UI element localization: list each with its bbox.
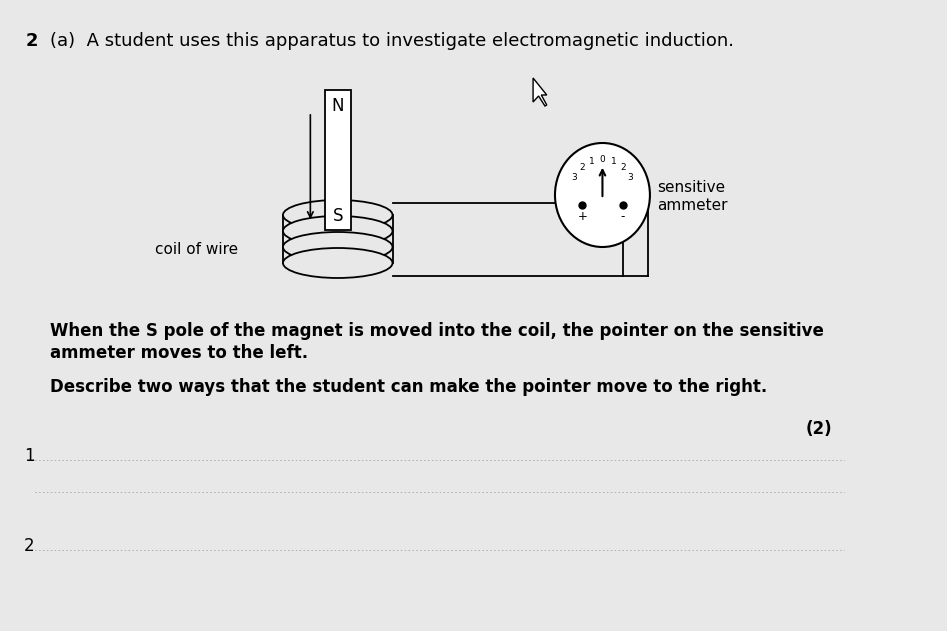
Text: (2): (2)	[806, 420, 832, 438]
Text: 0: 0	[599, 155, 605, 164]
Text: 2: 2	[24, 537, 34, 555]
Text: sensitive: sensitive	[657, 179, 725, 194]
Text: S: S	[332, 207, 343, 225]
Text: (a)  A student uses this apparatus to investigate electromagnetic induction.: (a) A student uses this apparatus to inv…	[50, 32, 734, 50]
Text: Describe two ways that the student can make the pointer move to the right.: Describe two ways that the student can m…	[50, 378, 767, 396]
Text: 1: 1	[588, 157, 595, 167]
Text: 1: 1	[24, 447, 34, 465]
Ellipse shape	[283, 232, 392, 262]
Text: ammeter moves to the left.: ammeter moves to the left.	[50, 344, 309, 362]
Circle shape	[555, 143, 650, 247]
Ellipse shape	[283, 248, 392, 278]
Text: ammeter: ammeter	[657, 198, 727, 213]
Text: +: +	[578, 211, 587, 223]
Text: 2: 2	[26, 32, 38, 50]
Text: coil of wire: coil of wire	[155, 242, 239, 257]
Polygon shape	[533, 78, 546, 106]
Text: 1: 1	[611, 157, 616, 167]
Ellipse shape	[283, 216, 392, 246]
Ellipse shape	[283, 200, 392, 230]
Text: When the S pole of the magnet is moved into the coil, the pointer on the sensiti: When the S pole of the magnet is moved i…	[50, 322, 824, 340]
Bar	[325, 90, 350, 230]
Text: N: N	[331, 97, 344, 115]
Text: 3: 3	[628, 173, 634, 182]
Text: -: -	[620, 211, 625, 223]
Text: 3: 3	[572, 173, 578, 182]
Text: 2: 2	[579, 163, 584, 172]
Text: 2: 2	[620, 163, 626, 172]
